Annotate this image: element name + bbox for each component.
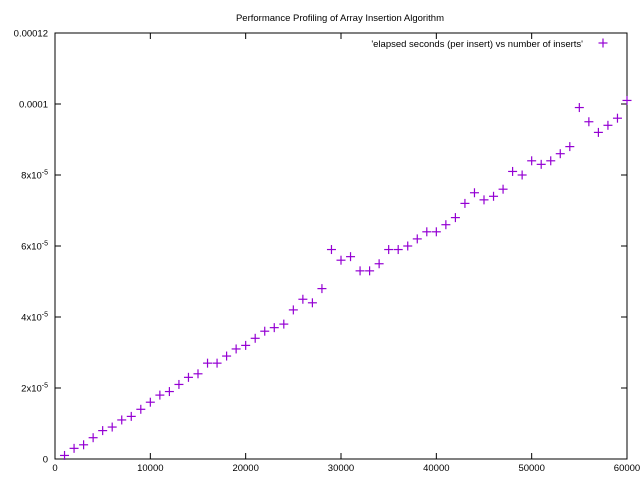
data-point bbox=[412, 234, 422, 244]
data-point bbox=[460, 198, 470, 208]
data-point bbox=[155, 390, 165, 400]
x-tick-label: 30000 bbox=[328, 463, 354, 474]
data-point bbox=[88, 433, 98, 443]
y-axis: 0 2x10-5 4x10-5 6x10-5 8x10-5 0.0001 0.00012 bbox=[14, 29, 627, 466]
data-point bbox=[279, 319, 289, 329]
data-point bbox=[260, 326, 270, 336]
data-point bbox=[508, 166, 518, 176]
y-tick-label: 2x10-5 bbox=[21, 383, 48, 395]
chart-title: Performance Profiling of Array Insertion… bbox=[236, 13, 444, 24]
y-tick-label: 0 bbox=[43, 455, 48, 466]
data-point bbox=[326, 245, 336, 255]
y-tick-label: 0.0001 bbox=[19, 100, 48, 111]
data-point bbox=[393, 245, 403, 255]
x-tick-label: 20000 bbox=[232, 463, 258, 474]
data-point bbox=[298, 294, 308, 304]
data-point bbox=[489, 191, 499, 201]
data-point bbox=[546, 156, 556, 166]
data-point bbox=[164, 387, 174, 397]
x-tick-label: 60000 bbox=[614, 463, 640, 474]
data-point bbox=[517, 170, 527, 180]
data-point bbox=[307, 298, 317, 308]
legend-entry-label: 'elapsed seconds (per insert) vs number … bbox=[371, 39, 583, 50]
data-point bbox=[126, 411, 136, 421]
data-point bbox=[222, 351, 232, 361]
y-tick-label: 0.00012 bbox=[14, 29, 48, 40]
y-tick-label: 4x10-5 bbox=[21, 312, 48, 324]
data-point bbox=[469, 188, 479, 198]
data-point bbox=[107, 422, 117, 432]
legend: 'elapsed seconds (per insert) vs number … bbox=[371, 38, 608, 50]
legend-marker-plus bbox=[598, 38, 608, 48]
data-point bbox=[365, 266, 375, 276]
data-points bbox=[60, 95, 632, 460]
data-point bbox=[374, 259, 384, 269]
data-point bbox=[555, 149, 565, 159]
data-point bbox=[622, 95, 632, 105]
data-point bbox=[441, 220, 451, 230]
data-point bbox=[183, 372, 193, 382]
data-point bbox=[288, 305, 298, 315]
data-point bbox=[422, 227, 432, 237]
data-point bbox=[241, 340, 251, 350]
x-tick-label: 50000 bbox=[518, 463, 544, 474]
y-tick-label: 8x10-5 bbox=[21, 170, 48, 182]
data-point bbox=[536, 159, 546, 169]
y-tick-label: 6x10-5 bbox=[21, 241, 48, 253]
data-point bbox=[450, 213, 460, 223]
data-point bbox=[584, 117, 594, 127]
x-tick-label: 40000 bbox=[423, 463, 449, 474]
data-point bbox=[346, 252, 356, 262]
data-point bbox=[79, 440, 89, 450]
data-point bbox=[498, 184, 508, 194]
data-point bbox=[269, 323, 279, 333]
x-axis: 0 10000 20000 30000 40000 50000 60000 bbox=[52, 33, 640, 474]
data-point bbox=[479, 195, 489, 205]
data-point bbox=[193, 369, 203, 379]
data-point bbox=[231, 344, 241, 354]
data-point bbox=[60, 450, 70, 460]
data-point bbox=[69, 443, 79, 453]
data-point bbox=[574, 103, 584, 113]
data-point bbox=[593, 127, 603, 137]
data-point bbox=[250, 333, 260, 343]
data-point bbox=[403, 241, 413, 251]
data-point bbox=[612, 113, 622, 123]
data-point bbox=[203, 358, 213, 368]
data-point bbox=[384, 245, 394, 255]
data-point bbox=[174, 379, 184, 389]
legend-entry-marker bbox=[598, 38, 608, 48]
data-point bbox=[117, 415, 127, 425]
data-point bbox=[431, 227, 441, 237]
data-point bbox=[317, 284, 327, 294]
data-point bbox=[565, 142, 575, 152]
data-point bbox=[527, 156, 537, 166]
data-point bbox=[136, 404, 146, 414]
data-point bbox=[355, 266, 365, 276]
x-tick-label: 10000 bbox=[137, 463, 163, 474]
data-point bbox=[98, 426, 108, 436]
data-point bbox=[212, 358, 222, 368]
data-point bbox=[145, 397, 155, 407]
x-tick-label: 0 bbox=[52, 463, 57, 474]
data-point bbox=[603, 120, 613, 130]
data-point bbox=[336, 255, 346, 265]
